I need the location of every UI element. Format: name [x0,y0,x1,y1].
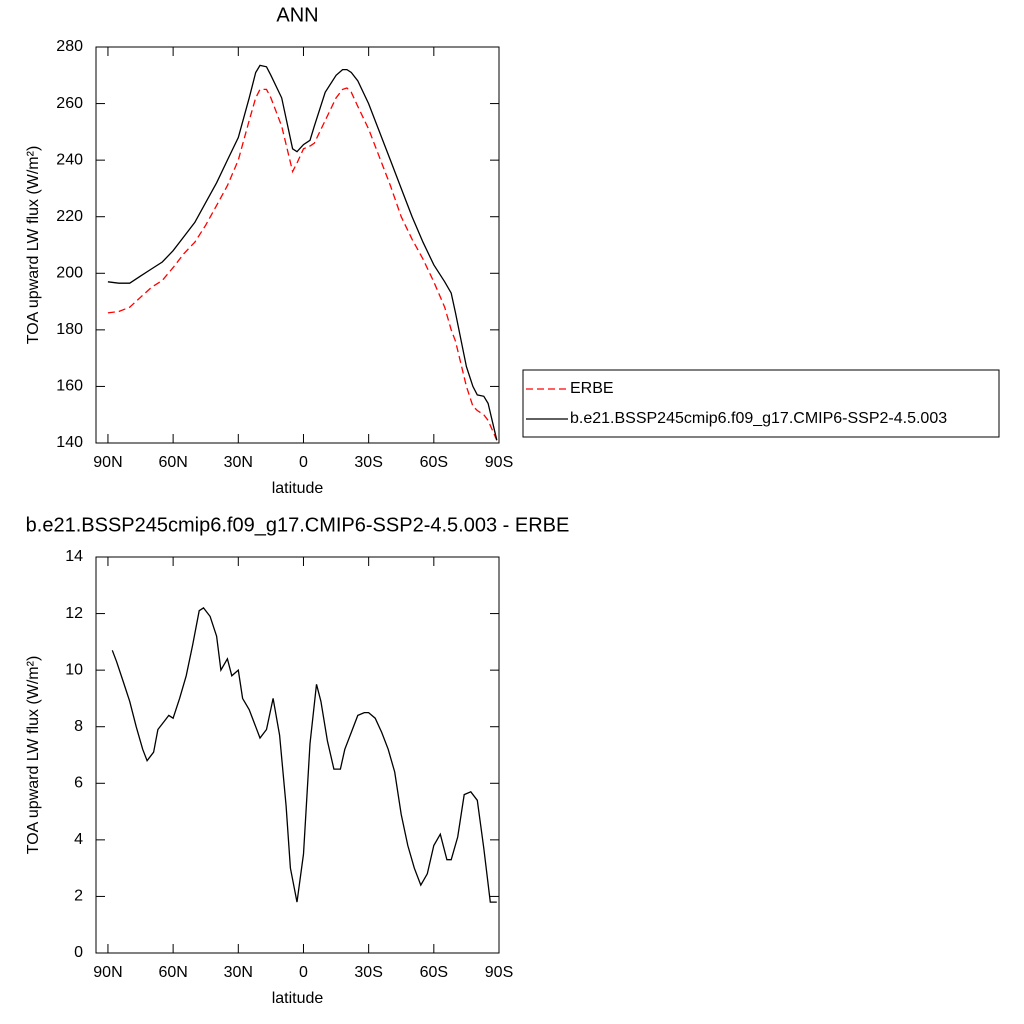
legend-box [522,369,1000,438]
x-tick-label: 30S [354,964,382,981]
y-tick-label: 260 [56,95,83,112]
x-tick-label: 60N [158,964,187,981]
y-tick-label: 280 [56,38,83,55]
x-axis-label: latitude [272,480,324,497]
y-tick-label: 160 [56,378,83,395]
y-tick-label: 8 [74,718,83,735]
y-axis-label: TOA upward LW flux (W/m²) [25,656,42,855]
y-tick-label: 240 [56,151,83,168]
x-tick-label: 60S [420,454,448,471]
data-line [111,607,497,903]
y-tick-label: 140 [56,434,83,451]
x-tick-label: 30N [224,454,253,471]
chart-title: b.e21.BSSP245cmip6.f09_g17.CMIP6-SSP2-4.… [26,514,570,536]
plot-frame [95,46,500,444]
x-tick-label: 60S [420,964,448,981]
legend-label: b.e21.BSSP245cmip6.f09_g17.CMIP6-SSP2-4.… [570,410,947,427]
y-tick-label: 10 [65,661,83,678]
y-tick-label: 14 [65,548,83,565]
y-tick-label: 0 [74,944,83,961]
legend-label: ERBE [570,380,614,397]
x-tick-label: 30S [354,454,382,471]
x-tick-label: 60N [158,454,187,471]
y-axis-label: TOA upward LW flux (W/m²) [25,146,42,345]
x-tick-label: 90N [93,964,122,981]
x-tick-label: 0 [299,964,308,981]
plot-frame [95,556,500,954]
y-tick-label: 2 [74,888,83,905]
x-tick-label: 90S [485,454,513,471]
x-axis-label: latitude [272,990,324,1007]
y-tick-label: 200 [56,265,83,282]
chart-title: ANN [276,4,318,26]
x-tick-label: 90S [485,964,513,981]
y-tick-label: 180 [56,321,83,338]
x-tick-label: 0 [299,454,308,471]
y-tick-label: 6 [74,775,83,792]
data-line [107,64,498,441]
data-line [107,87,498,441]
x-tick-label: 90N [93,454,122,471]
y-tick-label: 12 [65,605,83,622]
y-tick-label: 4 [74,831,83,848]
y-tick-label: 220 [56,208,83,225]
x-tick-label: 30N [224,964,253,981]
